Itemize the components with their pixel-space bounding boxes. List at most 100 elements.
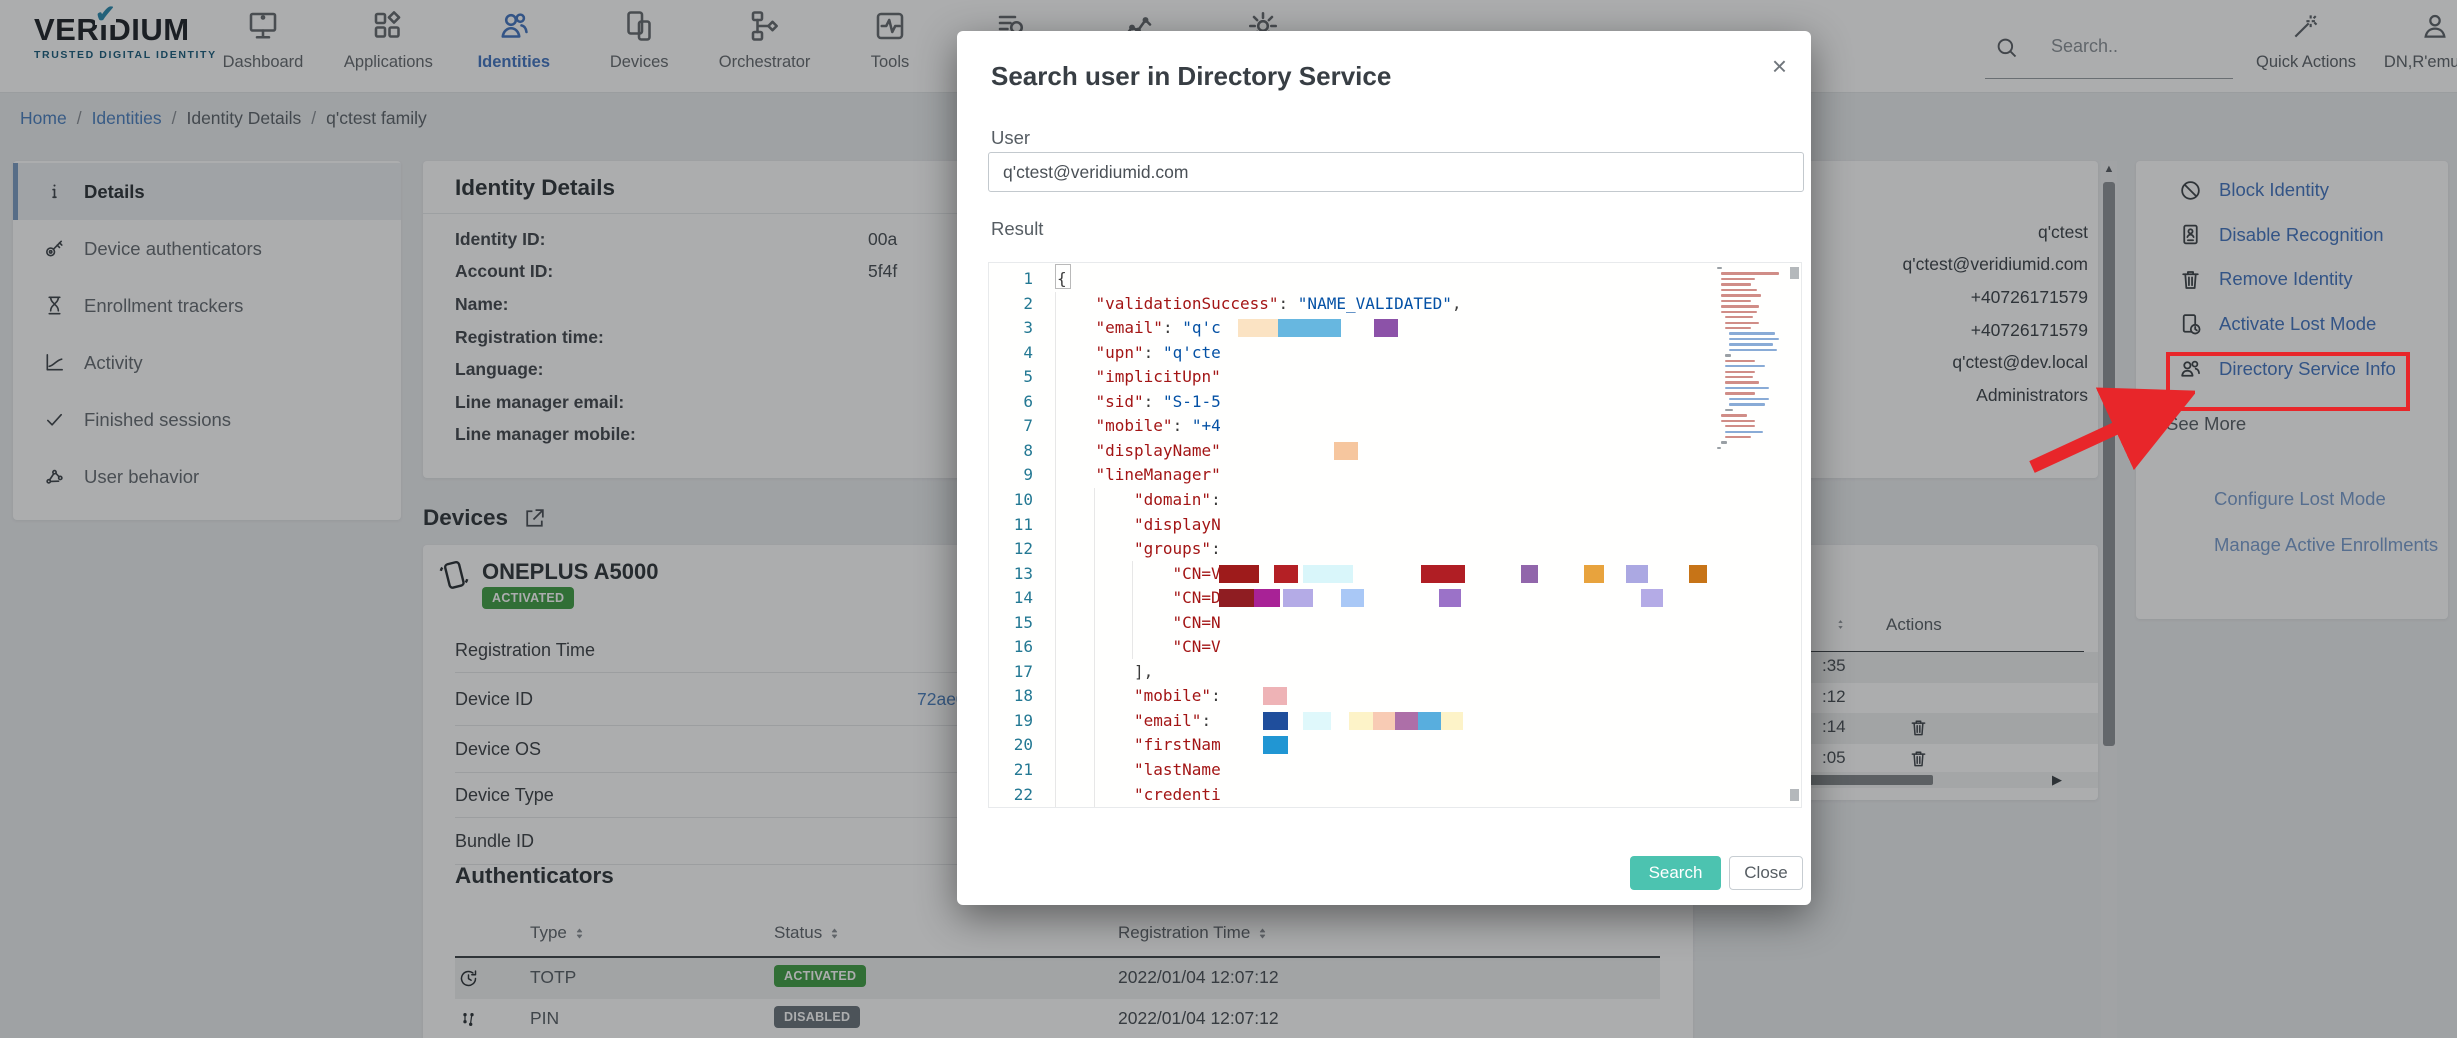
- device-row-label: Device ID: [455, 688, 534, 709]
- redaction-box: [1238, 319, 1278, 338]
- editor-line-number: 11: [1013, 514, 1033, 534]
- directory-value: q'ctest@dev.local: [1952, 352, 2088, 373]
- trash-icon[interactable]: [1908, 717, 1929, 738]
- token: "sid": [1095, 391, 1144, 411]
- sidebar-item-device-authenticators[interactable]: Device authenticators: [13, 220, 401, 277]
- user-icon: [2424, 14, 2446, 38]
- sidebar-item-label: User behavior: [84, 465, 200, 487]
- editor-line-text: "displayName": [1096, 439, 1221, 464]
- minimap-line: [1725, 359, 1755, 363]
- close-icon[interactable]: ×: [1771, 51, 1787, 81]
- breadcrumb-separator: /: [311, 108, 317, 128]
- sidebar-item-enrollment-trackers[interactable]: Enrollment trackers: [13, 277, 401, 334]
- action-link-remove-identity[interactable]: Remove Identity: [2136, 257, 2448, 302]
- sort-icon[interactable]: [1834, 617, 1847, 632]
- editor-line: 3 "email": "q'c: [989, 316, 1801, 341]
- bracket-match-highlight: [1055, 264, 1071, 289]
- indent-guide: [1132, 561, 1133, 659]
- token: "email": [1134, 710, 1202, 730]
- editor-line: 4 "upn": "q'cte: [989, 341, 1801, 366]
- people-icon: [501, 13, 528, 38]
- identity-row-label: Name:: [455, 293, 509, 314]
- row-time: :35: [1822, 656, 1846, 675]
- directory-value: +40726171579: [1970, 286, 2088, 307]
- sidebar-item-activity[interactable]: Activity: [13, 334, 401, 391]
- logo-tagline: TRUSTED DIGITAL IDENTITY: [34, 49, 217, 61]
- editor-line: 1{: [989, 267, 1801, 292]
- wand-icon: [2294, 15, 2318, 38]
- token: {: [1057, 269, 1067, 288]
- nav-item-analytics[interactable]: [1076, 8, 1200, 49]
- minimap-line: [1721, 288, 1757, 292]
- minimap-line: [1725, 354, 1731, 357]
- action-link-disable-recognition[interactable]: Disable Recognition: [2136, 213, 2448, 258]
- sidebar-item-finished-sessions[interactable]: Finished sessions: [13, 391, 401, 448]
- editor-line: 9 "lineManager": [989, 463, 1801, 488]
- editor-line-number: 5: [1023, 367, 1033, 387]
- editor-line: 13 "CN=V: [989, 562, 1801, 587]
- editor-line-number: 13: [1013, 563, 1033, 583]
- minimap-line: [1721, 272, 1779, 275]
- see-more-link[interactable]: Manage Active Enrollments: [2214, 534, 2439, 555]
- redaction-box: [1263, 711, 1288, 730]
- trash-icon[interactable]: [1908, 748, 1929, 769]
- scroll-right-icon[interactable]: ▶: [2052, 772, 2062, 787]
- user-menu[interactable]: DN,R'emuß C: [2380, 10, 2457, 72]
- editor-line-number: 10: [1013, 489, 1033, 509]
- open-devices-icon[interactable]: [522, 506, 547, 531]
- editor-line-text: "implicitUpn": [1096, 365, 1221, 390]
- minimap-line: [1721, 299, 1751, 303]
- token: :: [1211, 686, 1221, 706]
- token: "lineManager": [1095, 465, 1221, 485]
- auth-column-header[interactable]: Status: [774, 923, 841, 943]
- token: "+4: [1191, 416, 1221, 436]
- device-name: ONEPLUS A5000: [482, 559, 659, 584]
- editor-scrollbar-corner: [1790, 789, 1799, 801]
- auth-column-label: Type: [530, 923, 567, 942]
- sidebar-item-user-behavior[interactable]: User behavior: [13, 448, 401, 505]
- auth-column-header[interactable]: Registration Time: [1118, 923, 1269, 943]
- token: "CN=N: [1172, 612, 1221, 632]
- close-button[interactable]: Close: [1729, 856, 1803, 890]
- redaction-box: [1441, 711, 1463, 730]
- json-result-editor[interactable]: 1{2 "validationSuccess": "NAME_VALIDATED"…: [988, 262, 1802, 808]
- sidebar-item-details[interactable]: Details: [13, 163, 401, 220]
- sidebar-item-label: Activity: [84, 351, 143, 373]
- editor-line: 7 "mobile": "+4: [989, 414, 1801, 439]
- editor-scrollbar-thumb[interactable]: [1790, 267, 1799, 279]
- authenticators-title: Authenticators: [455, 863, 614, 888]
- nav-item-devices[interactable]: Devices: [577, 8, 701, 72]
- minimap-line: [1721, 294, 1761, 297]
- redaction-box: [1374, 319, 1398, 338]
- nav-item-orchestrator[interactable]: Orchestrator: [703, 8, 827, 72]
- activity-icon: [46, 354, 63, 371]
- minimap-line: [1721, 283, 1751, 286]
- action-link-directory-service-info[interactable]: Directory Service Info: [2136, 346, 2448, 391]
- redaction-box: [1283, 589, 1313, 608]
- quick-actions-button[interactable]: Quick Actions: [2244, 10, 2368, 72]
- minimap-line: [1721, 277, 1755, 281]
- logo-check-icon: ✔: [95, 1, 116, 28]
- action-link-block-identity[interactable]: Block Identity: [2136, 168, 2448, 213]
- search-button[interactable]: Search: [1630, 856, 1721, 890]
- minimap-line: [1725, 408, 1733, 412]
- nav-item-tools[interactable]: Tools: [828, 8, 952, 72]
- info-icon: [52, 184, 57, 199]
- nav-item-dashboard[interactable]: Dashboard: [201, 8, 325, 72]
- breadcrumb-item[interactable]: Home: [20, 108, 67, 128]
- key-icon: [46, 240, 63, 257]
- editor-minimap[interactable]: [1717, 267, 1779, 497]
- action-link-activate-lost-mode[interactable]: Activate Lost Mode: [2136, 302, 2448, 347]
- see-more-link[interactable]: Configure Lost Mode: [2214, 488, 2386, 509]
- hscroll-thumb[interactable]: [1712, 775, 1933, 785]
- nav-item-identities[interactable]: Identities: [452, 8, 576, 72]
- user-input[interactable]: [988, 152, 1804, 192]
- breadcrumb-item[interactable]: Identities: [91, 108, 162, 128]
- auth-column-header[interactable]: Type: [530, 923, 586, 943]
- minimap-line: [1725, 376, 1753, 379]
- veridium-logo[interactable]: VER ✔ IDIUM TRUSTED DIGITAL IDENTITY: [34, 3, 274, 62]
- directory-value: Administrators: [1976, 384, 2088, 405]
- nav-item-applications[interactable]: Applications: [326, 8, 450, 72]
- auth-header-rule: [455, 956, 1660, 958]
- scroll-up-icon[interactable]: ▲: [2103, 163, 2115, 175]
